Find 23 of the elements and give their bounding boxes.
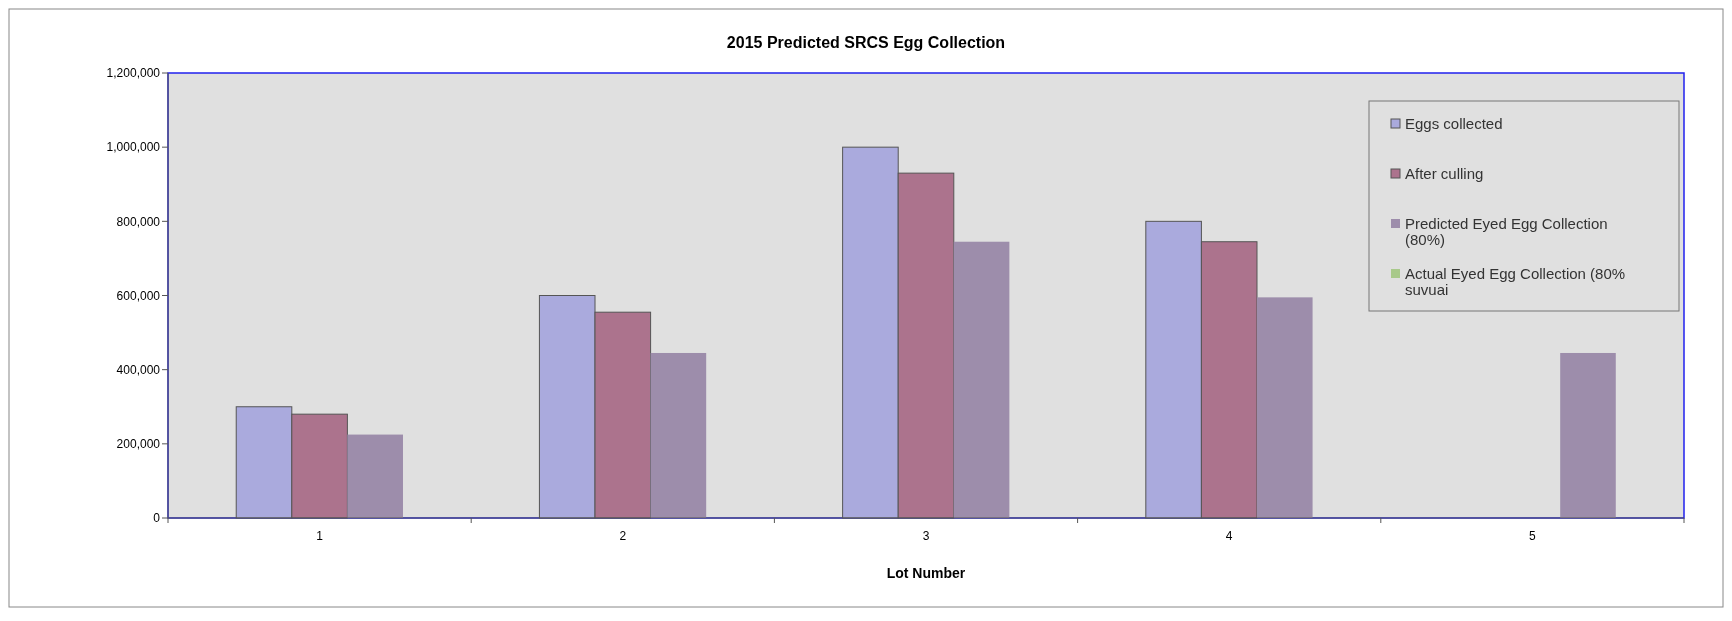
bar — [1560, 352, 1616, 518]
y-tick-label: 600,000 — [116, 288, 161, 303]
legend-label: Predicted Eyed Egg Collection (80%) — [1405, 215, 1608, 248]
x-axis-title: Lot Number — [886, 565, 966, 581]
bar — [650, 352, 707, 518]
x-tick-label: 1 — [316, 529, 324, 543]
bar — [347, 434, 403, 518]
x-tick-label: 3 — [922, 529, 930, 543]
legend-label: Eggs collected — [1405, 115, 1503, 132]
y-tick-label: 200,000 — [116, 437, 161, 452]
bar — [1256, 297, 1313, 518]
y-tick-label: 1,000,000 — [106, 140, 161, 155]
y-tick-label: 1,200,000 — [106, 66, 161, 81]
x-tick-label: 5 — [1529, 529, 1537, 543]
bar — [953, 241, 1010, 518]
x-tick-label: 2 — [619, 529, 627, 543]
x-tick-label: 4 — [1225, 529, 1233, 543]
chart-title: 2015 Predicted SRCS Egg Collection — [726, 34, 1006, 51]
y-tick-label: 0 — [153, 511, 161, 526]
y-tick-label: 400,000 — [116, 362, 161, 377]
legend-label: Actual Eyed Egg Collection (80% suvuai — [1405, 265, 1626, 298]
legend-label: After culling — [1405, 165, 1484, 182]
y-tick-label: 800,000 — [116, 214, 161, 229]
